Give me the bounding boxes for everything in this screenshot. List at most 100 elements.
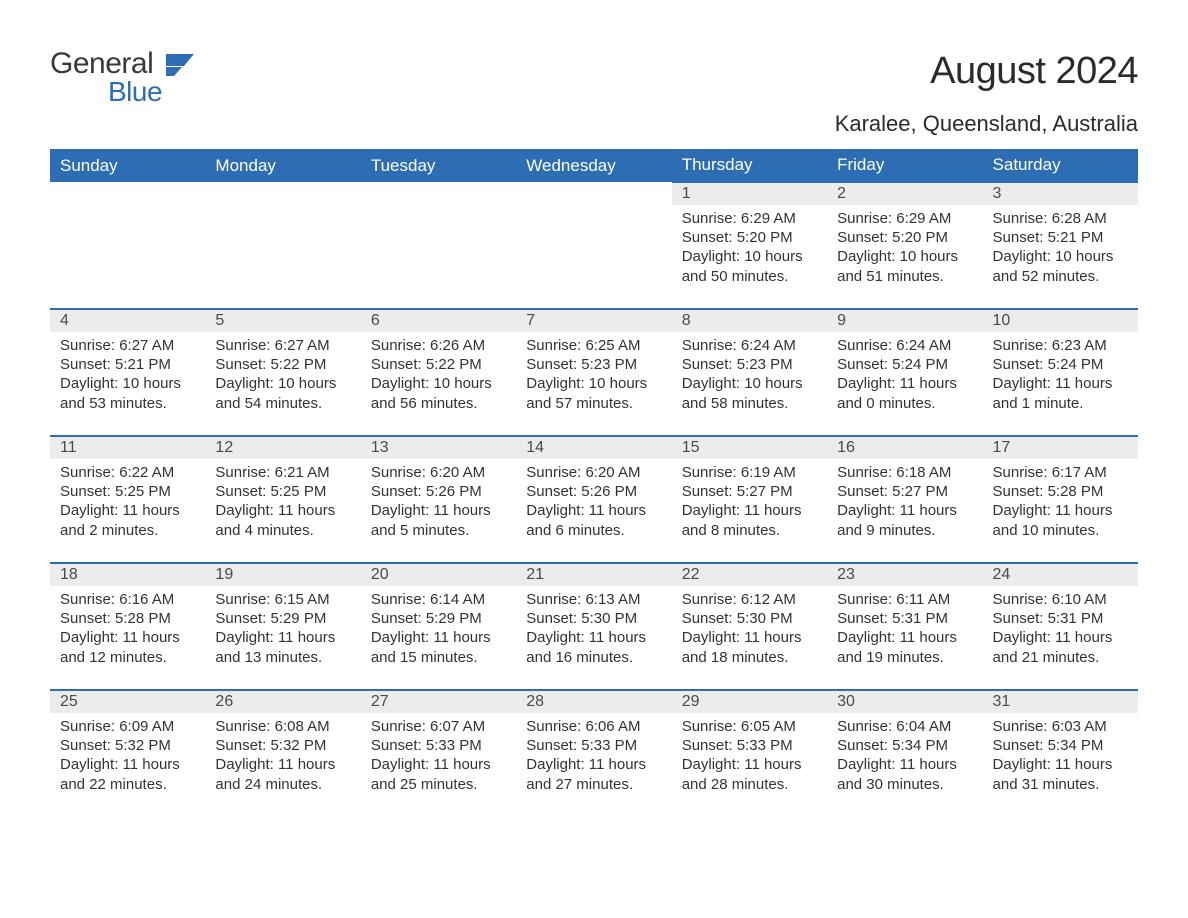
day-info-row: Sunrise: 6:22 AMSunset: 5:25 PMDaylight:… [50,459,1138,563]
brand-word-blue: Blue [108,79,162,106]
sunset-text: Sunset: 5:23 PM [526,355,661,374]
day-info-cell: Sunrise: 6:12 AMSunset: 5:30 PMDaylight:… [672,586,827,690]
sunset-text: Sunset: 5:30 PM [526,609,661,628]
day-number-cell: 18 [50,563,205,586]
day-number-cell: 8 [672,309,827,332]
daylight-text: Daylight: 11 hours and 12 minutes. [60,628,195,666]
sunrise-text: Sunrise: 6:25 AM [526,336,661,355]
sunrise-text: Sunrise: 6:26 AM [371,336,506,355]
day-number-cell: 20 [361,563,516,586]
sunrise-text: Sunrise: 6:11 AM [837,590,972,609]
day-info-cell: Sunrise: 6:27 AMSunset: 5:21 PMDaylight:… [50,332,205,436]
daylight-text: Daylight: 10 hours and 53 minutes. [60,374,195,412]
day-number-row: 45678910 [50,309,1138,332]
sunset-text: Sunset: 5:22 PM [215,355,350,374]
sunset-text: Sunset: 5:32 PM [60,736,195,755]
sunrise-text: Sunrise: 6:17 AM [993,463,1128,482]
brand-logo: General Blue [50,50,200,105]
sunrise-text: Sunrise: 6:05 AM [682,717,817,736]
day-info-cell: Sunrise: 6:14 AMSunset: 5:29 PMDaylight:… [361,586,516,690]
sunset-text: Sunset: 5:33 PM [526,736,661,755]
sunrise-text: Sunrise: 6:12 AM [682,590,817,609]
day-number-cell: 9 [827,309,982,332]
sunrise-text: Sunrise: 6:10 AM [993,590,1128,609]
sunrise-text: Sunrise: 6:27 AM [215,336,350,355]
month-title: August 2024 [835,50,1138,93]
sunset-text: Sunset: 5:26 PM [371,482,506,501]
day-info-cell [516,205,671,309]
sunrise-text: Sunrise: 6:06 AM [526,717,661,736]
sunrise-text: Sunrise: 6:29 AM [837,209,972,228]
sunset-text: Sunset: 5:34 PM [837,736,972,755]
day-info-cell: Sunrise: 6:05 AMSunset: 5:33 PMDaylight:… [672,713,827,817]
day-number-cell: 17 [983,436,1138,459]
day-info-cell: Sunrise: 6:24 AMSunset: 5:23 PMDaylight:… [672,332,827,436]
day-number-cell [361,182,516,205]
daylight-text: Daylight: 11 hours and 9 minutes. [837,501,972,539]
sunset-text: Sunset: 5:32 PM [215,736,350,755]
flag-icon [166,54,200,78]
calendar-header-row: Sunday Monday Tuesday Wednesday Thursday… [50,149,1138,182]
sunrise-text: Sunrise: 6:28 AM [993,209,1128,228]
day-info-cell: Sunrise: 6:29 AMSunset: 5:20 PMDaylight:… [672,205,827,309]
sunrise-text: Sunrise: 6:19 AM [682,463,817,482]
sunrise-text: Sunrise: 6:14 AM [371,590,506,609]
daylight-text: Daylight: 11 hours and 18 minutes. [682,628,817,666]
day-number-cell: 19 [205,563,360,586]
daylight-text: Daylight: 10 hours and 50 minutes. [682,247,817,285]
day-info-row: Sunrise: 6:29 AM Sunset: 5:20 PMDaylight:… [50,205,1138,309]
sunset-text: Sunset: 5:20 PM [682,228,817,247]
day-info-cell: Sunrise: 6:21 AMSunset: 5:25 PMDaylight:… [205,459,360,563]
daylight-text: Daylight: 11 hours and 4 minutes. [215,501,350,539]
day-number-row: 18192021222324 [50,563,1138,586]
sunset-text: Sunset: 5:25 PM [60,482,195,501]
day-number-cell: 15 [672,436,827,459]
day-info-cell: Sunrise: 6:29 AMSunset: 5:20 PMDaylight:… [827,205,982,309]
day-number-cell: 5 [205,309,360,332]
day-number-cell: 28 [516,690,671,713]
day-number-row: 11121314151617 [50,436,1138,459]
weekday-header: Saturday [983,149,1138,182]
sunset-text: Sunset: 5:27 PM [837,482,972,501]
sunset-text: Sunset: 5:22 PM [371,355,506,374]
day-info-cell: Sunrise: 6:24 AMSunset: 5:24 PMDaylight:… [827,332,982,436]
sunset-text: Sunset: 5:24 PM [837,355,972,374]
day-info-cell: Sunrise: 6:25 AMSunset: 5:23 PMDaylight:… [516,332,671,436]
calendar-body: 123Sunrise: 6:29 AMSunset: 5:20 PMDaylig… [50,182,1138,817]
daylight-text: Daylight: 11 hours and 28 minutes. [682,755,817,793]
sunset-text: Sunset: 5:25 PM [215,482,350,501]
daylight-text: Daylight: 10 hours and 56 minutes. [371,374,506,412]
sunrise-text: Sunrise: 6:24 AM [837,336,972,355]
sunrise-text: Sunrise: 6:15 AM [215,590,350,609]
daylight-text: Daylight: 11 hours and 13 minutes. [215,628,350,666]
daylight-text: Daylight: 11 hours and 0 minutes. [837,374,972,412]
day-info-cell: Sunrise: 6:19 AMSunset: 5:27 PMDaylight:… [672,459,827,563]
sunset-text: Sunset: 5:33 PM [371,736,506,755]
sunset-text: Sunset: 5:26 PM [526,482,661,501]
daylight-text: Daylight: 11 hours and 2 minutes. [60,501,195,539]
sunrise-text: Sunrise: 6:04 AM [837,717,972,736]
sunset-text: Sunset: 5:21 PM [60,355,195,374]
daylight-text: Daylight: 11 hours and 10 minutes. [993,501,1128,539]
day-info-cell [205,205,360,309]
day-number-cell: 2 [827,182,982,205]
daylight-text: Daylight: 11 hours and 24 minutes. [215,755,350,793]
day-info-cell: Sunrise: 6:11 AMSunset: 5:31 PMDaylight:… [827,586,982,690]
daylight-text: Daylight: 10 hours and 57 minutes. [526,374,661,412]
sunrise-text: Sunrise: 6:03 AM [993,717,1128,736]
day-info-cell: Sunrise: 6:18 AMSunset: 5:27 PMDaylight:… [827,459,982,563]
day-info-cell: Sunrise: 6:17 AMSunset: 5:28 PMDaylight:… [983,459,1138,563]
day-info-cell: Sunrise: 6:07 AMSunset: 5:33 PMDaylight:… [361,713,516,817]
sunset-text: Sunset: 5:33 PM [682,736,817,755]
brand-word-general: General [50,50,162,79]
day-info-cell: Sunrise: 6:27 AMSunset: 5:22 PMDaylight:… [205,332,360,436]
day-number-row: 25262728293031 [50,690,1138,713]
sunrise-text: Sunrise: 6:08 AM [215,717,350,736]
daylight-text: Daylight: 11 hours and 15 minutes. [371,628,506,666]
day-info-cell: Sunrise: 6:15 AMSunset: 5:29 PMDaylight:… [205,586,360,690]
sunset-text: Sunset: 5:29 PM [371,609,506,628]
day-number-cell: 25 [50,690,205,713]
day-number-cell: 16 [827,436,982,459]
sunrise-text: Sunrise: 6:07 AM [371,717,506,736]
day-number-cell: 11 [50,436,205,459]
